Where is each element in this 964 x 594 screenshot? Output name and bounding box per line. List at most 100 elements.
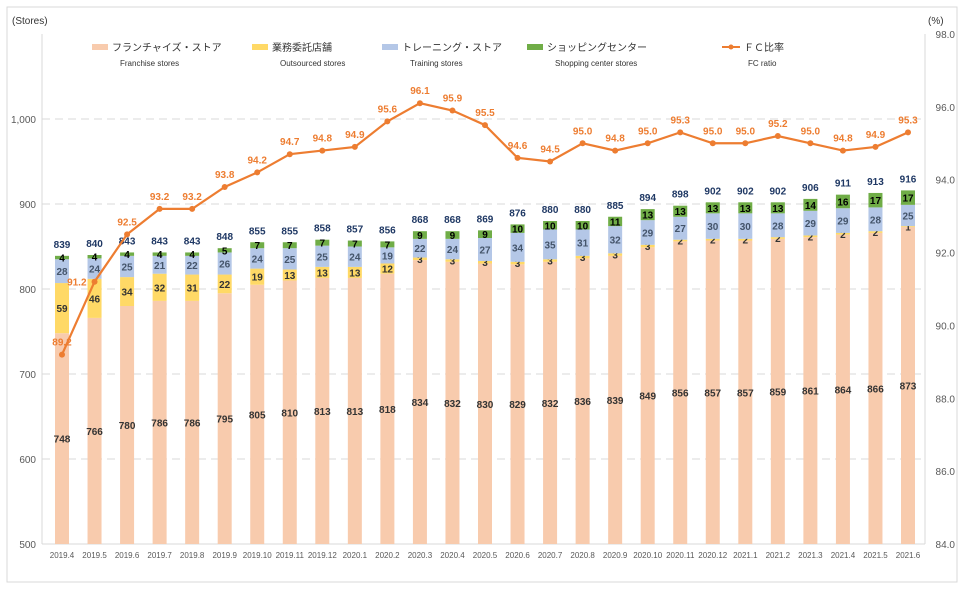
bar-data-label: 21 [154, 261, 166, 272]
bar-segment-shopping-center-stores [412, 231, 427, 239]
bar-data-label: 780 [119, 421, 136, 432]
bar-segment-training-stores [901, 204, 915, 227]
bar-data-label: 13 [675, 207, 687, 218]
bar-segment-training-stores [87, 258, 102, 279]
fc-ratio-point [644, 140, 651, 147]
bar-data-label: 27 [479, 245, 491, 256]
x-axis-tick: 2020.4 [440, 551, 465, 560]
bar-data-label: 13 [740, 204, 752, 215]
bar-segment-training-stores [380, 247, 395, 264]
legend-label: トレーニング・ストア [402, 41, 502, 54]
bar-data-label: 16 [837, 197, 849, 208]
x-axis-tick: 2021.2 [766, 551, 791, 560]
bar-data-label: 34 [122, 288, 134, 299]
fc-ratio-label: 91.2 [67, 278, 87, 289]
bar-data-label: 3 [482, 258, 488, 269]
left-axis-tick: 700 [19, 370, 36, 381]
bar-segment-franchise-stores [347, 277, 362, 544]
fc-ratio-label: 94.8 [313, 134, 333, 145]
bar-segment-franchise-stores [217, 293, 232, 544]
bar-data-label: 13 [642, 211, 654, 222]
x-axis-tick: 2020.10 [633, 551, 662, 560]
bar-segment-franchise-stores [868, 232, 883, 544]
fc-ratio-label: 96.1 [410, 86, 430, 97]
legend-swatch [252, 44, 268, 50]
bar-data-label: 3 [645, 242, 651, 253]
bar-segment-franchise-stores [835, 234, 850, 544]
fc-ratio-label: 95.0 [638, 126, 658, 137]
total-label: 855 [249, 226, 266, 237]
bar-segment-outsourced-stores [901, 226, 915, 227]
x-axis-tick: 2021.1 [733, 551, 758, 560]
bar-segment-franchise-stores [250, 284, 265, 544]
bar-segment-training-stores [152, 255, 167, 274]
fc-ratio-point [742, 140, 749, 147]
bar-segment-training-stores [608, 226, 623, 254]
bar-data-label: 32 [610, 236, 622, 247]
right-axis-tick: 98.0 [936, 30, 956, 41]
bar-data-label: 748 [54, 435, 71, 446]
bar-segment-franchise-stores [901, 226, 915, 544]
bar-data-label: 14 [805, 201, 817, 212]
fc-ratio-label: 95.9 [443, 94, 463, 105]
bar-data-label: 2 [743, 236, 749, 247]
bar-segment-franchise-stores [575, 258, 590, 544]
bar-segment-training-stores [478, 238, 492, 261]
bar-data-label: 27 [675, 224, 687, 235]
bar-data-label: 3 [450, 257, 456, 268]
bar-segment-outsourced-stores [315, 266, 330, 278]
bar-segment-outsourced-stores [55, 283, 69, 334]
fc-ratio-label: 95.6 [378, 104, 398, 115]
fc-ratio-label: 95.3 [898, 115, 918, 126]
bar-segment-outsourced-stores [608, 253, 623, 256]
bar-data-label: 4 [189, 250, 195, 261]
right-axis-unit: (%) [928, 16, 944, 27]
bar-segment-franchise-stores [445, 261, 460, 544]
bar-data-label: 861 [802, 387, 819, 398]
bar-data-label: 830 [477, 400, 494, 411]
bar-data-label: 25 [902, 211, 914, 222]
bar-segment-shopping-center-stores [380, 241, 395, 248]
bar-segment-outsourced-stores [770, 237, 785, 239]
bar-data-label: 22 [187, 261, 199, 272]
fc-ratio-point [839, 147, 846, 154]
bar-segment-outsourced-stores [478, 260, 492, 264]
bar-segment-outsourced-stores [185, 274, 200, 301]
bar-data-label: 795 [216, 415, 233, 426]
fc-ratio-label: 94.2 [247, 155, 267, 166]
fc-ratio-label: 95.2 [768, 119, 788, 130]
bar-segment-outsourced-stores [347, 266, 362, 278]
bar-segment-shopping-center-stores [217, 248, 232, 253]
x-axis-tick: 2021.4 [831, 551, 856, 560]
bar-data-label: 10 [545, 221, 557, 232]
total-label: 880 [542, 205, 559, 216]
bar-data-label: 836 [574, 397, 591, 408]
x-axis-tick: 2019.4 [50, 551, 75, 560]
bar-data-label: 1 [905, 223, 911, 234]
fc-ratio-point [319, 147, 326, 154]
total-label: 843 [151, 236, 168, 247]
bar-segment-franchise-stores [510, 264, 525, 544]
legend-label-en: FC ratio [748, 59, 777, 68]
bar-data-label: 19 [382, 251, 394, 262]
bar-data-label: 3 [580, 253, 586, 264]
fc-ratio-point [579, 140, 586, 147]
bar-segment-shopping-center-stores [608, 216, 623, 227]
bar-segment-franchise-stores [152, 300, 167, 544]
bar-data-label: 31 [187, 284, 199, 295]
fc-ratio-point [709, 140, 716, 147]
bar-data-label: 9 [450, 231, 456, 242]
x-axis-tick: 2020.8 [570, 551, 595, 560]
bar-data-label: 17 [870, 196, 882, 207]
fc-ratio-point [91, 278, 98, 285]
bar-data-label: 9 [482, 230, 488, 241]
fc-ratio-point [59, 351, 65, 358]
fc-ratio-point [872, 143, 879, 150]
bar-data-label: 28 [870, 215, 882, 226]
left-axis-tick: 900 [19, 200, 36, 211]
bar-data-label: 839 [607, 396, 624, 407]
total-label: 858 [314, 224, 331, 235]
bar-data-label: 22 [219, 280, 231, 291]
bar-segment-franchise-stores [120, 306, 135, 544]
legend-label-en: Shopping center stores [555, 59, 637, 68]
